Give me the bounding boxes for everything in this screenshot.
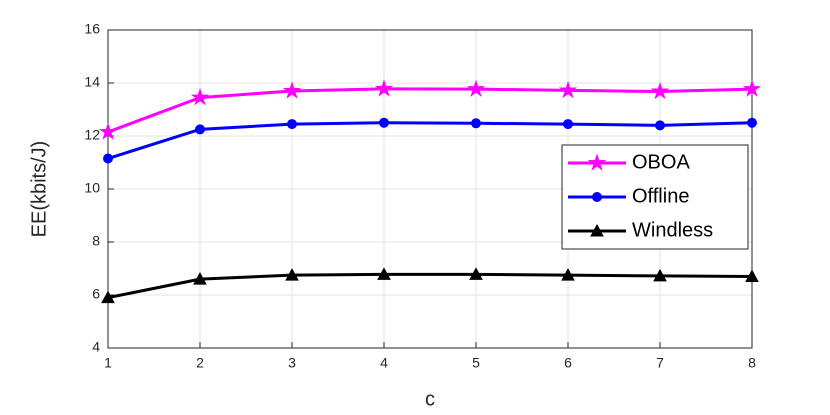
series-line (107, 87, 753, 134)
y-tick-label: 16 (84, 21, 100, 37)
data-point (742, 79, 762, 97)
series-line (107, 121, 753, 160)
x-tick-label: 1 (104, 355, 112, 371)
y-axis-label: EE(kbits/J) (28, 141, 50, 238)
data-point (282, 81, 302, 99)
x-axis-label: c (425, 388, 435, 410)
data-point (747, 117, 757, 128)
x-tick-label: 4 (380, 355, 388, 371)
legend-label: Windless (632, 219, 713, 241)
y-tick-label: 4 (92, 339, 100, 355)
data-point (563, 119, 573, 130)
data-point (655, 120, 665, 131)
data-point (101, 290, 115, 304)
legend-marker (587, 153, 607, 171)
data-point (190, 87, 210, 106)
legend-marker (592, 192, 602, 202)
data-point (195, 124, 205, 135)
x-tick-label: 6 (564, 355, 572, 371)
data-point (285, 268, 299, 281)
x-tick-label: 7 (656, 355, 664, 371)
data-point (561, 268, 575, 281)
y-tick-label: 10 (84, 180, 100, 196)
data-point (379, 117, 389, 128)
y-tick-label: 12 (84, 127, 100, 143)
data-point (471, 118, 481, 129)
x-tick-label: 8 (748, 355, 756, 371)
data-point (98, 122, 118, 140)
legend-marker (590, 223, 604, 237)
data-point (103, 153, 113, 164)
x-tick-label: 5 (472, 355, 480, 371)
plot-frame (107, 29, 753, 349)
data-point (377, 267, 391, 280)
data-point (193, 272, 207, 285)
data-point (287, 119, 297, 130)
y-tick-label: 6 (92, 286, 100, 302)
data-point (558, 80, 578, 99)
data-point (650, 81, 670, 100)
legend-label: OBOA (632, 151, 690, 173)
legend-label: Offline (632, 185, 689, 207)
data-point (469, 267, 483, 280)
data-point (466, 79, 486, 97)
y-tick-label: 14 (84, 74, 100, 90)
series-line (107, 272, 753, 300)
x-tick-label: 2 (196, 355, 204, 371)
data-point (653, 268, 667, 282)
data-point (374, 79, 394, 97)
data-point (745, 269, 759, 282)
x-tick-label: 3 (288, 355, 296, 371)
y-tick-label: 8 (92, 233, 100, 249)
